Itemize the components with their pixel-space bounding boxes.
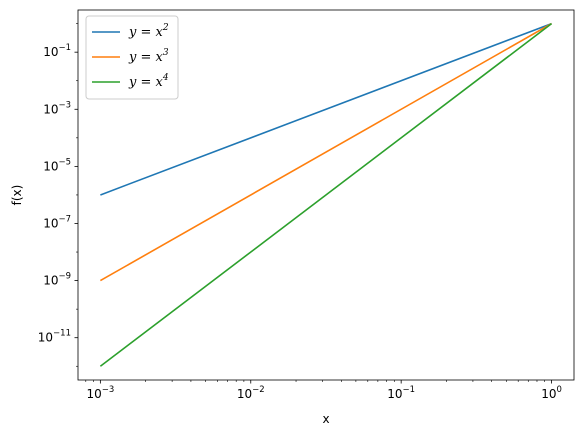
legend-box (85, 15, 179, 100)
y-tick-label: 10−7 (43, 214, 71, 230)
legend: y = x2 y = x3 y = x4 (85, 15, 179, 100)
x-tick-label: 100 (541, 385, 562, 401)
series-layer (99, 22, 553, 367)
legend-entry-x3: y = x3 (128, 48, 169, 65)
series-line-x4 (99, 22, 553, 367)
series-line-x2 (100, 22, 552, 196)
y-tick-label: 10−9 (43, 272, 71, 288)
y-tick-label: 10−1 (43, 43, 71, 59)
legend-entry-x4: y = x4 (128, 73, 169, 90)
y-tick-label: 10−11 (38, 329, 71, 345)
series-line-x3 (99, 22, 552, 282)
plot-frame (77, 9, 575, 381)
y-axis-ticks: 10−11 10−9 10−7 10−5 10−3 10−1 (38, 23, 78, 367)
y-tick-label: 10−3 (43, 100, 71, 116)
x-axis-ticks: 10−3 10−2 10−1 100 (85, 380, 562, 401)
x-axis-label: x (322, 412, 329, 426)
x-tick-label: 10−3 (86, 385, 114, 401)
x-tick-label: 10−1 (387, 385, 415, 401)
legend-entry-x2: y = x2 (128, 23, 169, 40)
x-tick-label: 10−2 (237, 385, 265, 401)
y-axis-label: f(x) (10, 185, 24, 206)
y-tick-label: 10−5 (43, 157, 71, 173)
